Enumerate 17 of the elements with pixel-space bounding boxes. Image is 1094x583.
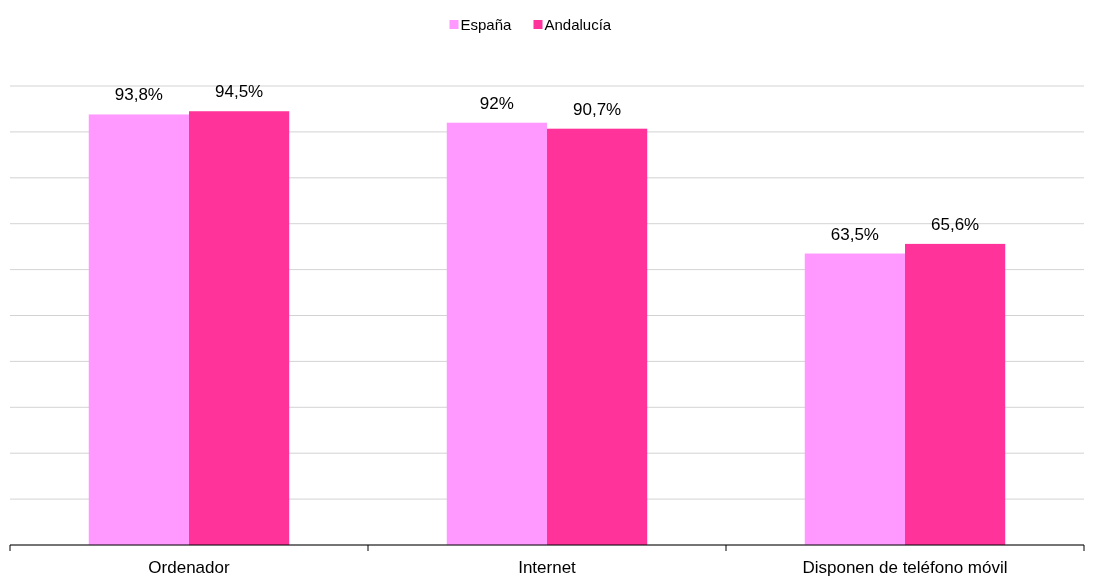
data-label: 90,7% bbox=[573, 99, 622, 119]
data-label: 65,6% bbox=[931, 214, 980, 234]
data-label: 94,5% bbox=[215, 82, 264, 102]
bar bbox=[547, 128, 648, 545]
x-tick-label: Disponen de teléfono móvil bbox=[802, 558, 1008, 577]
data-label: 63,5% bbox=[830, 224, 879, 244]
bar bbox=[88, 114, 189, 545]
bar bbox=[189, 111, 290, 545]
bar bbox=[905, 243, 1006, 545]
legend-label: España bbox=[460, 16, 513, 33]
data-label: 92% bbox=[479, 93, 514, 113]
bar bbox=[804, 253, 905, 545]
legend-label: Andalucía bbox=[544, 16, 612, 33]
bar bbox=[446, 122, 547, 545]
data-label: 93,8% bbox=[114, 85, 163, 105]
x-tick-label: Internet bbox=[518, 558, 577, 577]
x-tick-label: Ordenador bbox=[148, 558, 230, 577]
